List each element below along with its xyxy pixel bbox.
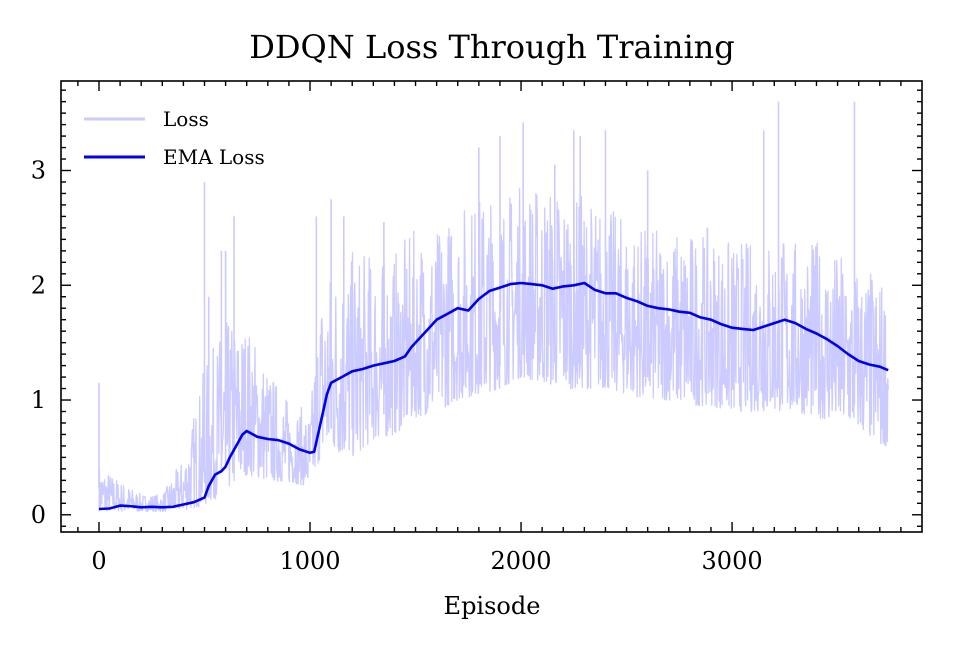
y-tick-label: 3 <box>31 157 46 185</box>
chart-title: DDQN Loss Through Training <box>249 28 735 66</box>
legend-label-loss: Loss <box>163 107 209 131</box>
plot-frame <box>60 80 923 533</box>
x-axis-label: Episode <box>444 592 541 620</box>
y-tick-label: 2 <box>31 271 46 299</box>
x-tick-label: 1000 <box>279 547 340 575</box>
x-tick-label: 2000 <box>491 547 552 575</box>
legend: Loss EMA Loss <box>84 107 265 169</box>
x-tick-label: 0 <box>91 547 106 575</box>
series-ema-loss-line <box>98 281 889 511</box>
series-loss-line <box>98 188 889 512</box>
y-tick-label: 0 <box>31 501 46 529</box>
y-tick-label: 1 <box>31 386 46 414</box>
plot-area <box>60 80 923 533</box>
series-layer <box>98 101 889 512</box>
legend-label-ema-loss: EMA Loss <box>163 145 265 169</box>
x-axis: 0 1000 2000 3000 <box>77 81 902 575</box>
x-tick-label: 3000 <box>702 547 763 575</box>
y-axis: 0 1 2 3 <box>31 89 922 529</box>
